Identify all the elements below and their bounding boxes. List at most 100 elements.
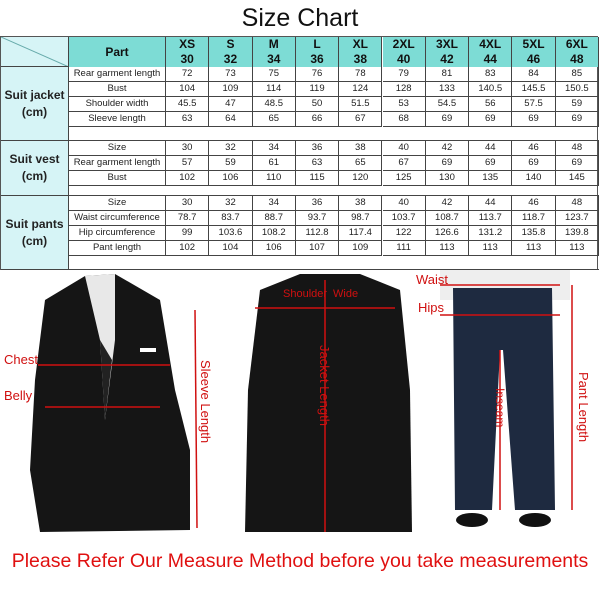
size-letter: 5XL — [522, 37, 545, 51]
value-cell: 69 — [469, 112, 513, 127]
value-cell: 57 — [166, 156, 210, 171]
value-cell: 63 — [166, 112, 210, 127]
value-cell: 48 — [555, 196, 599, 211]
size-num: 46 — [526, 52, 541, 66]
value-cell: 113.7 — [469, 211, 513, 226]
section-unit: (cm) — [21, 169, 48, 183]
size-letter: M — [268, 37, 279, 51]
value-cell: 32 — [209, 196, 253, 211]
value-cell: 88.7 — [252, 211, 296, 226]
value-cell: 36 — [295, 141, 340, 156]
jacket-length-label: Jacket Length — [317, 345, 332, 426]
size-letter: S — [226, 37, 235, 51]
size-header: XL 38 — [339, 37, 383, 67]
section-divider — [69, 140, 599, 141]
value-cell: 54.5 — [425, 97, 470, 112]
value-cell: 120 — [339, 171, 383, 186]
value-cell: 32 — [209, 141, 253, 156]
value-cell: 106 — [209, 171, 253, 186]
shoulder-label: Shoulder — [283, 288, 328, 300]
value-cell: 126.6 — [425, 226, 470, 241]
value-cell: 133 — [425, 82, 470, 97]
value-cell: 104 — [166, 82, 210, 97]
section-name: Suit jacket — [4, 87, 65, 102]
value-cell: 109 — [339, 241, 383, 256]
value-cell: 108.2 — [252, 226, 296, 241]
value-cell: 98.7 — [339, 211, 383, 226]
value-cell: 122 — [382, 226, 426, 241]
value-cell: 51.5 — [339, 97, 383, 112]
value-cell: 44 — [469, 196, 513, 211]
size-num: 48 — [570, 52, 584, 66]
value-cell: 107 — [295, 241, 340, 256]
value-cell: 69 — [555, 112, 599, 127]
value-cell: 117.4 — [339, 226, 383, 241]
value-cell: 124 — [339, 82, 383, 97]
value-cell: 40 — [382, 141, 426, 156]
value-cell: 73 — [209, 67, 253, 82]
value-cell: 102 — [166, 241, 210, 256]
value-cell: 113 — [469, 241, 513, 256]
value-cell: 75 — [252, 67, 296, 82]
size-num: 40 — [396, 52, 411, 66]
part-cell: Waist circumference — [69, 211, 166, 226]
value-cell: 48.5 — [252, 97, 296, 112]
value-cell: 104 — [209, 241, 253, 256]
value-cell: 103.6 — [209, 226, 253, 241]
value-cell: 109 — [209, 82, 253, 97]
size-letter: 3XL — [435, 37, 458, 51]
jacket-back-image — [245, 274, 412, 532]
value-cell: 63 — [295, 156, 340, 171]
corner-cell — [1, 37, 69, 67]
value-cell: 76 — [295, 67, 340, 82]
section-unit: (cm) — [21, 233, 48, 248]
part-cell: Size — [69, 196, 166, 211]
pant-length-label: Pant Length — [576, 372, 591, 443]
value-cell: 111 — [382, 241, 426, 256]
size-letter: 6XL — [565, 37, 588, 51]
value-cell: 34 — [252, 196, 296, 211]
value-cell: 112.8 — [295, 226, 340, 241]
value-cell: 50 — [295, 97, 340, 112]
value-cell: 103.7 — [382, 211, 426, 226]
inseam-label: Inseam — [493, 388, 507, 428]
value-cell: 56 — [469, 97, 513, 112]
value-cell: 81 — [425, 67, 470, 82]
pants-image — [440, 270, 573, 527]
value-cell: 125 — [382, 171, 426, 186]
value-cell: 59 — [555, 97, 599, 112]
value-cell: 108.7 — [425, 211, 470, 226]
size-header: 4XL 44 — [469, 37, 513, 67]
size-header: 3XL 42 — [425, 37, 470, 67]
value-cell: 69 — [425, 112, 470, 127]
value-cell: 66 — [295, 112, 340, 127]
value-cell: 30 — [166, 141, 210, 156]
value-cell: 110 — [252, 171, 296, 186]
section-name: Suit vest — [9, 152, 60, 166]
value-cell: 64 — [209, 112, 253, 127]
value-cell: 135 — [469, 171, 513, 186]
size-num: 36 — [310, 52, 324, 66]
part-cell: Bust — [69, 171, 166, 186]
value-cell: 140.5 — [469, 82, 513, 97]
size-header: S 32 — [209, 37, 253, 67]
value-cell: 145.5 — [512, 82, 556, 97]
size-letter: XS — [179, 37, 196, 51]
section-unit: (cm) — [21, 104, 48, 119]
value-cell: 123.7 — [555, 211, 599, 226]
value-cell: 99 — [166, 226, 210, 241]
chest-label: Chest — [4, 352, 38, 367]
value-cell: 79 — [382, 67, 426, 82]
value-cell: 45.5 — [166, 97, 210, 112]
section-label: Suit jacket (cm) — [1, 67, 69, 141]
value-cell: 69 — [425, 156, 470, 171]
value-cell: 59 — [209, 156, 253, 171]
value-cell: 40 — [382, 196, 426, 211]
size-letter: 4XL — [479, 37, 502, 51]
size-header: 6XL 48 — [555, 37, 599, 67]
part-cell: Rear garment length — [69, 156, 166, 171]
value-cell: 83.7 — [209, 211, 253, 226]
value-cell: 72 — [166, 67, 210, 82]
value-cell: 57.5 — [512, 97, 556, 112]
value-cell: 102 — [166, 171, 210, 186]
